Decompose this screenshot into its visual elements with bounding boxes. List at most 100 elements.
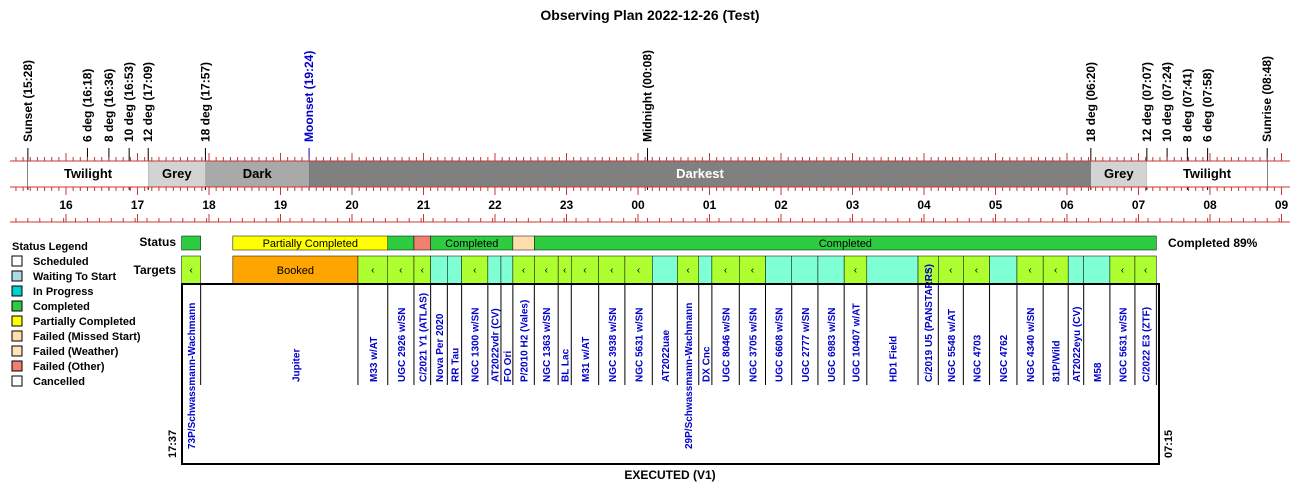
target-block-16 [652,255,678,285]
target-name-ngc-5548-w-at: NGC 5548 w/AT [947,309,958,382]
hour-label-20: 20 [345,198,359,212]
target-block-29 [989,255,1018,285]
target-mark-2: ‹ [371,265,374,276]
hour-label-18: 18 [202,198,216,212]
target-mark-26: ‹ [926,265,929,276]
target-mark-1: Booked [277,265,314,277]
hour-label-21: 21 [417,198,431,212]
target-mark-20: ‹ [751,265,754,276]
hour-axis: 16 17 18 19 20 21 22 23 00 01 02 03 04 05 06 07 08 09 [10,198,1290,223]
target-block-3 [387,255,415,285]
target-name-ngc-3938-w-sn: NGC 3938 w/SN [608,308,619,382]
targets-row-label: Targets [134,263,177,277]
target-mark-17: ‹ [686,265,689,276]
legend-label-failed-other: Failed (Other) [33,361,105,373]
target-name-dx-cnc: DX Cnc [701,346,712,382]
target-name-bl-lac: BL Lac [561,348,572,382]
target-mark-15: ‹ [637,265,640,276]
event-label-9: 12 deg (07:07) [1140,62,1154,142]
event-label-10: 10 deg (07:24) [1160,62,1174,142]
phase-band-dark-2 [205,161,310,187]
target-name-ngc-4703: NGC 4703 [972,334,983,382]
status-legend: Status Legend Scheduled Waiting To Start In… [11,241,141,388]
target-mark-12: ‹ [563,265,566,276]
legend-label-in-progress: In Progress [33,286,94,298]
target-mark-24: ‹ [854,265,857,276]
phase-label-twilight-0: Twilight [64,166,113,181]
row-labels: Status Targets [134,235,177,277]
legend-title: Status Legend [12,241,88,253]
phase-label-grey-1: Grey [162,166,192,181]
target-block-9 [500,255,514,285]
target-name-nova-per-2020: Nova Per 2020 [435,313,446,382]
legend-swatch-failed-other [11,360,23,372]
status-block-5 [512,235,535,251]
hour-label-09: 09 [1275,198,1289,212]
target-block-25 [866,255,919,285]
phase-label-dark-2: Dark [243,166,273,181]
legend-swatch-in-progress [11,285,23,297]
target-block-23 [817,255,845,285]
hour-label-08: 08 [1203,198,1217,212]
event-label-2: 8 deg (16:36) [102,69,116,142]
hour-label-01: 01 [703,198,717,212]
hour-label-00: 00 [631,198,645,212]
target-name-rr-tau: RR Tau [450,348,461,382]
hour-label-06: 06 [1060,198,1074,212]
legend-label-completed: Completed [33,301,90,313]
legend-swatch-scheduled [11,255,23,267]
target-block-21 [765,255,792,285]
legend-swatch-completed [11,300,23,312]
legend-swatch-waiting-to-start [11,270,23,282]
hour-label-16: 16 [59,198,73,212]
event-label-1: 6 deg (16:18) [80,69,94,142]
target-name-ngc-4762: NGC 4762 [999,334,1010,382]
target-mark-7: ‹ [473,265,476,276]
legend-swatch-cancelled [11,375,23,387]
executed-frame [181,283,1160,465]
target-name-ngc-1300-w-sn: NGC 1300 w/SN [471,308,482,382]
target-block-8 [487,255,502,285]
status-row: Partially Completed Completed Completed [181,235,1157,251]
target-name-at2022vdr-cv: AT2022vdr (CV) [490,308,501,382]
targets-row: ‹ Booked ‹ ‹ ‹ ‹ ‹ ‹ ‹ ‹ ‹ ‹ ‹ ‹ ‹ ‹ ‹ ‹ ‹ ‹ ‹ ‹ ‹ [181,255,1157,285]
target-mark-14: ‹ [610,265,613,276]
target-block-5 [430,255,448,285]
target-block-34 [1109,255,1136,285]
status-row-label: Status [139,235,176,249]
hour-label-02: 02 [774,198,788,212]
status-block-3 [413,235,431,251]
target-mark-28: ‹ [975,265,978,276]
target-name-81p-wild: 81P/Wild [1052,340,1063,382]
event-label-7: Midnight (00:08) [641,50,655,142]
target-mark-11: ‹ [545,265,548,276]
hour-label-17: 17 [131,198,145,212]
target-mark-4: ‹ [421,265,424,276]
legend-swatch-partially-completed [11,315,23,327]
target-block-2 [357,255,389,285]
target-block-6 [447,255,462,285]
target-name-c-2021-y1-atlas: C/2021 Y1 (ATLAS) [418,293,429,382]
target-block-22 [791,255,819,285]
target-name-hd1-field: HD1 Field [888,336,899,382]
start-time-label: 17:37 [167,430,179,458]
hour-label-22: 22 [488,198,502,212]
target-block-27 [938,255,964,285]
phase-band-darkest-3 [309,161,1091,187]
phase-band: Twilight Grey Dark Darkest Grey Twilight [10,153,1290,195]
phase-label-darkest-3: Darkest [676,166,724,181]
target-block-18 [698,255,713,285]
target-mark-19: ‹ [724,265,727,276]
target-name-ugc-8046-w-sn: UGC 8046 w/SN [722,308,733,382]
target-name-ngc-3705-w-sn: NGC 3705 w/SN [748,308,759,382]
status-block-label-1: Partially Completed [263,238,358,250]
target-name-at2022uae: AT2022uae [661,329,672,382]
event-label-0: Sunset (15:28) [21,60,35,142]
target-block-14 [598,255,626,285]
target-block-1 [232,255,359,285]
target-mark-35: ‹ [1144,265,1147,276]
event-label-13: Sunrise (08:48) [1260,56,1274,142]
target-name-ngc-5631-w-sn: NGC 5631 w/SN [635,308,646,382]
target-name-c-2019-u5-panstarrs: C/2019 U5 (PANSTARRS) [924,264,935,382]
